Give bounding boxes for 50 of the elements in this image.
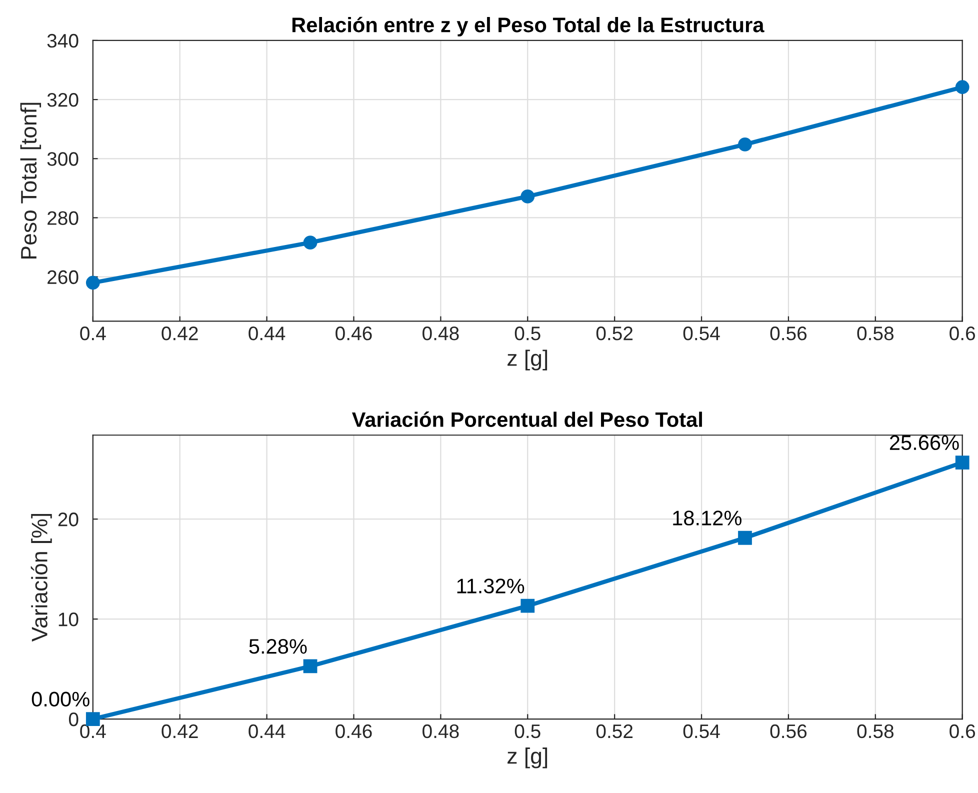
x-tick-label: 0.54 bbox=[683, 326, 720, 340]
x-tick-label: 0.42 bbox=[162, 326, 198, 340]
x-tick-label: 0.48 bbox=[422, 724, 459, 738]
point bbox=[955, 80, 970, 94]
x-tick-label: 0.46 bbox=[336, 326, 372, 340]
y-tick-label: 280 bbox=[48, 211, 78, 225]
x-tick-label: 0.48 bbox=[422, 326, 459, 340]
y-tick-label: 0 bbox=[68, 712, 78, 726]
chart-title: Relación entre z y el Peso Total de la Estructura bbox=[292, 16, 764, 36]
point bbox=[303, 659, 318, 674]
point bbox=[520, 190, 535, 204]
x-tick-label: 0.5 bbox=[514, 326, 540, 340]
chart-title: Variación Porcentual del Peso Total bbox=[352, 412, 702, 427]
point bbox=[738, 530, 752, 545]
point bbox=[520, 598, 535, 613]
x-tick-label: 0.52 bbox=[596, 724, 633, 738]
point bbox=[86, 276, 100, 290]
x-tick-label: 0.54 bbox=[683, 724, 720, 738]
x-tick-label: 0.56 bbox=[770, 326, 807, 340]
x-tick-label: 0.4 bbox=[80, 724, 106, 738]
text: 5.28% bbox=[249, 639, 307, 654]
y-axis-title: Variación [%] bbox=[30, 514, 52, 642]
point bbox=[303, 236, 318, 250]
text: 0.00% bbox=[32, 692, 90, 707]
x-tick-label: 0.52 bbox=[596, 326, 633, 340]
x-tick-label: 0.4 bbox=[80, 326, 106, 340]
y-tick-label: 260 bbox=[48, 270, 78, 284]
x-tick-label: 0.6 bbox=[950, 326, 976, 340]
y-tick-label: 300 bbox=[47, 152, 78, 166]
x-tick-label: 0.5 bbox=[514, 724, 540, 738]
y-tick-label: 10 bbox=[58, 612, 78, 626]
x-axis-title: z [g] bbox=[508, 748, 548, 768]
x-tick-label: 0.6 bbox=[950, 724, 976, 738]
x-tick-label: 0.44 bbox=[248, 326, 286, 340]
text: 18.12% bbox=[673, 510, 742, 526]
x-tick-label: 0.42 bbox=[162, 724, 198, 738]
y-tick-label: 20 bbox=[58, 512, 78, 526]
text: 11.32% bbox=[457, 578, 524, 594]
x-tick-label: 0.56 bbox=[770, 724, 807, 738]
y-axis-title: Peso Total [tonf] bbox=[20, 102, 42, 258]
y-tick-label: 340 bbox=[47, 34, 78, 48]
x-axis-title: z [g] bbox=[508, 350, 548, 370]
text: 25.66% bbox=[890, 435, 959, 450]
x-tick-label: 0.58 bbox=[857, 724, 894, 738]
x-tick-label: 0.44 bbox=[248, 724, 286, 738]
y-tick-label: 320 bbox=[47, 93, 78, 107]
point bbox=[738, 138, 752, 152]
point bbox=[955, 456, 970, 470]
x-tick-label: 0.58 bbox=[857, 326, 894, 340]
x-tick-label: 0.46 bbox=[336, 724, 372, 738]
